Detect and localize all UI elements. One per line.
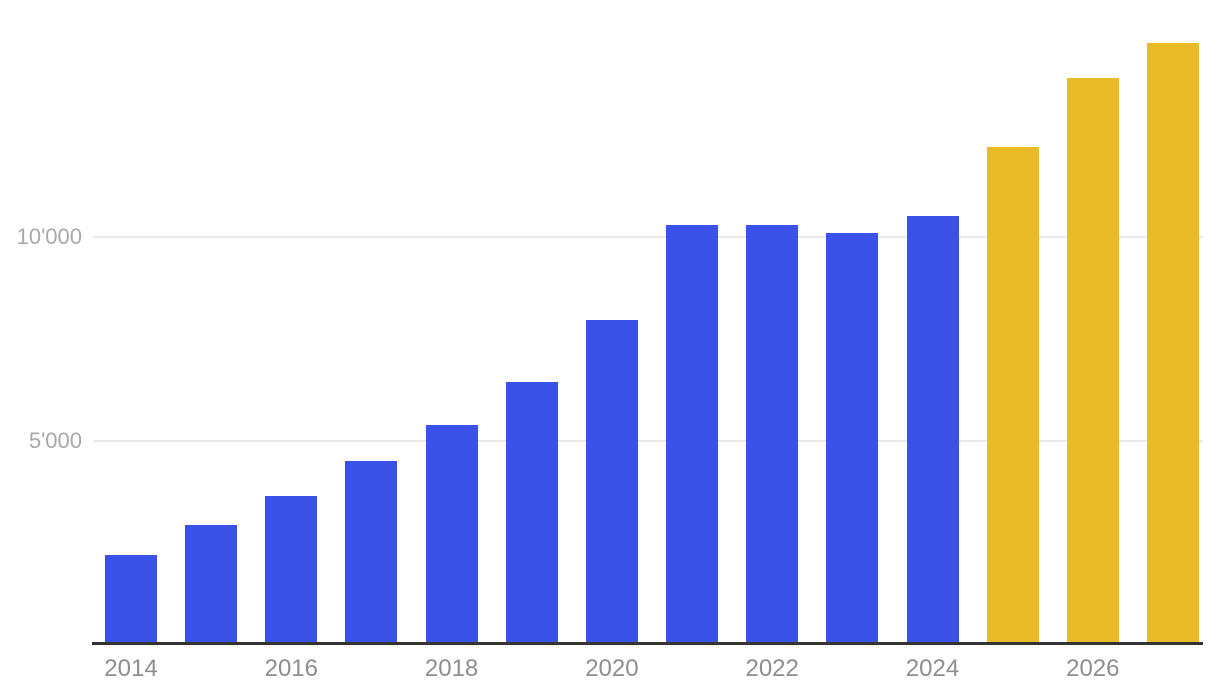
bar-2027[interactable]: [1146, 42, 1199, 645]
x-axis-tick-label: 2016: [264, 655, 318, 682]
x-axis-tick-label: 2020: [585, 655, 639, 682]
y-axis-tick-label: 5'000: [28, 427, 82, 453]
x-axis-tick-label: 2026: [1066, 655, 1120, 682]
gridline-10000: [93, 235, 1203, 238]
x-axis-tick-label: 2022: [745, 655, 799, 682]
bar-2016[interactable]: [265, 495, 318, 645]
gridline-5000: [93, 439, 1203, 442]
bar-2022[interactable]: [746, 224, 799, 645]
bar-2021[interactable]: [666, 224, 719, 645]
x-axis-tick-label: 2014: [104, 655, 158, 682]
bar-2026[interactable]: [1066, 77, 1119, 645]
bar-2015[interactable]: [185, 524, 238, 645]
bar-2023[interactable]: [826, 232, 879, 645]
x-axis-line: [92, 642, 1203, 645]
bar-2025[interactable]: [986, 146, 1039, 645]
bar-2017[interactable]: [345, 461, 398, 645]
bar-2018[interactable]: [425, 424, 478, 645]
bar-2014[interactable]: [105, 555, 157, 645]
bar-2024[interactable]: [906, 216, 959, 645]
x-axis-tick-label: 2024: [905, 655, 960, 682]
y-axis-tick-label: 10'000: [16, 223, 82, 249]
bar-2019[interactable]: [505, 381, 558, 645]
bar-2020[interactable]: [585, 320, 638, 645]
x-axis-tick-label: 2018: [424, 655, 479, 682]
